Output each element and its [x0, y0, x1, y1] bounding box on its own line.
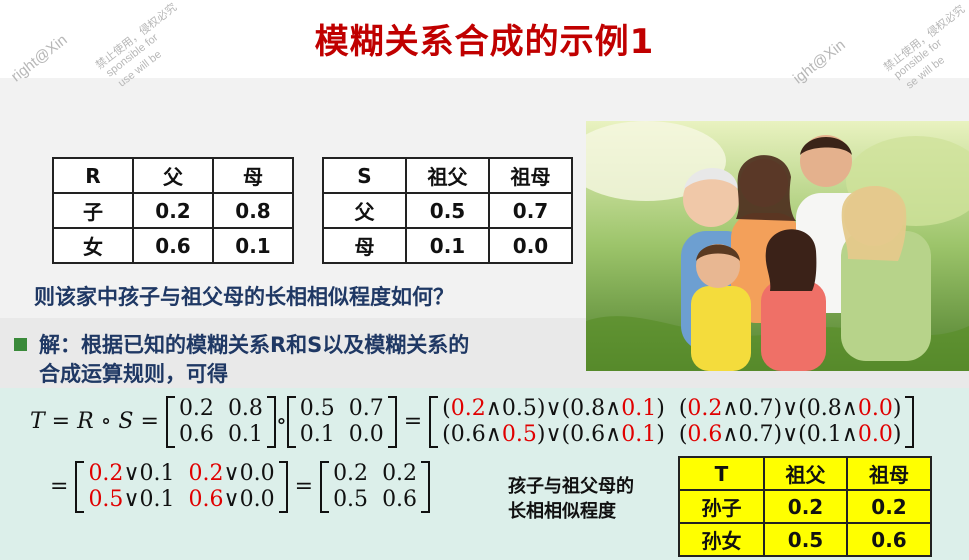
table-cell: 0.8 — [212, 192, 294, 229]
table-cell: 祖父 — [763, 456, 848, 491]
table-cell: 父 — [132, 157, 214, 194]
equals-sign: = — [50, 474, 69, 499]
solution-line-2: 合成运算规则，可得 — [39, 362, 228, 386]
table-cell: 0.5 — [763, 522, 848, 557]
matrix-cell: 0.7 — [348, 396, 384, 421]
matrix-cell: 0.1 — [227, 422, 263, 447]
family-photo — [586, 121, 969, 371]
matrix-cell: (0.2∧0.7)∨(0.8∧0.0) — [678, 396, 902, 421]
matrix-cell: 0.0 — [348, 422, 384, 447]
equals-sign: = — [294, 474, 314, 499]
table-cell: S — [322, 157, 407, 194]
table-cell: 母 — [212, 157, 294, 194]
result-table: T 祖父 祖母 孙子 0.2 0.2 孙女 0.5 0.6 — [678, 456, 932, 557]
matrix-expansion: (0.2∧0.5)∨(0.8∧0.1) (0.2∧0.7)∨(0.8∧0.0) … — [429, 396, 915, 448]
table-cell: 0.1 — [405, 227, 490, 264]
equation-2: = 0.2∨0.1 0.2∨0.0 0.5∨0.1 0.6∨0.0 = 0.2 0… — [50, 461, 431, 513]
matrix-r: 0.2 0.8 0.6 0.1 — [165, 396, 276, 448]
table-cell: 0.2 — [763, 489, 848, 524]
matrix-cell: 0.6 — [178, 422, 214, 447]
table-cell: 0.7 — [488, 192, 573, 229]
result-label-line-1: 孩子与祖父母的 — [508, 476, 634, 497]
matrix-cell: 0.6 — [382, 487, 418, 512]
matrix-cell: 0.2∨0.1 — [88, 461, 175, 486]
table-cell: 子 — [52, 192, 134, 229]
matrix-cell: (0.6∧0.5)∨(0.6∧0.1) — [442, 422, 665, 447]
solution-text: 解：根据已知的模糊关系R和S以及模糊关系的 合成运算规则，可得 — [14, 331, 469, 389]
equals-sign: = — [403, 409, 423, 434]
matrix-t: 0.2 0.2 0.5 0.6 — [320, 461, 431, 513]
matrix-cell: 0.2 — [382, 461, 418, 486]
relation-table-s: S 祖父 祖母 父 0.5 0.7 母 0.1 0.0 — [322, 157, 573, 264]
table-row: 孙女 0.5 0.6 — [678, 522, 932, 557]
table-row: 孙子 0.2 0.2 — [678, 489, 932, 524]
matrix-cell: (0.6∧0.7)∨(0.1∧0.0) — [678, 422, 902, 447]
result-label: 孩子与祖父母的 长相相似程度 — [508, 474, 634, 524]
table-cell: R — [52, 157, 134, 194]
page-title: 模糊关系合成的示例1 — [314, 22, 655, 62]
matrix-cell: 0.8 — [227, 396, 263, 421]
equation-1: T = R ∘ S = 0.2 0.8 0.6 0.1 ∘ 0.5 0.7 0.1 0.… — [30, 396, 915, 448]
matrix-cell: 0.2 — [333, 461, 369, 486]
table-cell: 祖母 — [846, 456, 932, 491]
table-cell: 祖母 — [488, 157, 573, 194]
matrix-cell: 0.5 — [333, 487, 369, 512]
table-cell: 女 — [52, 227, 134, 264]
matrix-cell: 0.1 — [299, 422, 335, 447]
table-row: 母 0.1 0.0 — [322, 227, 573, 264]
matrix-max: 0.2∨0.1 0.2∨0.0 0.5∨0.1 0.6∨0.0 — [75, 461, 288, 513]
table-cell: 祖父 — [405, 157, 490, 194]
table-cell: 孙子 — [678, 489, 765, 524]
matrix-cell: 0.5∨0.1 — [88, 487, 175, 512]
table-row: S 祖父 祖母 — [322, 157, 573, 194]
solution-line-1: 解：根据已知的模糊关系R和S以及模糊关系的 — [39, 333, 470, 357]
table-row: 女 0.6 0.1 — [52, 227, 294, 264]
matrix-cell: 0.2 — [178, 396, 214, 421]
table-row: 父 0.5 0.7 — [322, 192, 573, 229]
relation-table-r: R 父 母 子 0.2 0.8 女 0.6 0.1 — [52, 157, 294, 264]
table-cell: 0.6 — [132, 227, 214, 264]
table-cell: 父 — [322, 192, 407, 229]
table-cell: 0.2 — [132, 192, 214, 229]
table-cell: 0.6 — [846, 522, 932, 557]
table-cell: T — [678, 456, 765, 491]
table-row: 子 0.2 0.8 — [52, 192, 294, 229]
matrix-s: 0.5 0.7 0.1 0.0 — [286, 396, 397, 448]
header-area — [0, 0, 969, 78]
matrix-cell: 0.6∨0.0 — [188, 487, 275, 512]
table-cell: 孙女 — [678, 522, 765, 557]
table-cell: 0.5 — [405, 192, 490, 229]
table-cell: 母 — [322, 227, 407, 264]
table-cell: 0.0 — [488, 227, 573, 264]
table-row: T 祖父 祖母 — [678, 456, 932, 491]
question-text: 则该家中孩子与祖父母的长相相似程度如何？ — [34, 285, 454, 309]
compose-operator: ∘ — [275, 409, 287, 434]
result-label-line-2: 长相相似程度 — [508, 501, 616, 522]
table-cell: 0.1 — [212, 227, 294, 264]
table-row: R 父 母 — [52, 157, 294, 194]
matrix-cell: 0.5 — [299, 396, 335, 421]
bullet-square-icon — [14, 338, 27, 351]
equation-lhs: T = R ∘ S = — [30, 409, 159, 434]
matrix-cell: 0.2∨0.0 — [188, 461, 275, 486]
matrix-cell: (0.2∧0.5)∨(0.8∧0.1) — [442, 396, 665, 421]
table-cell: 0.2 — [846, 489, 932, 524]
